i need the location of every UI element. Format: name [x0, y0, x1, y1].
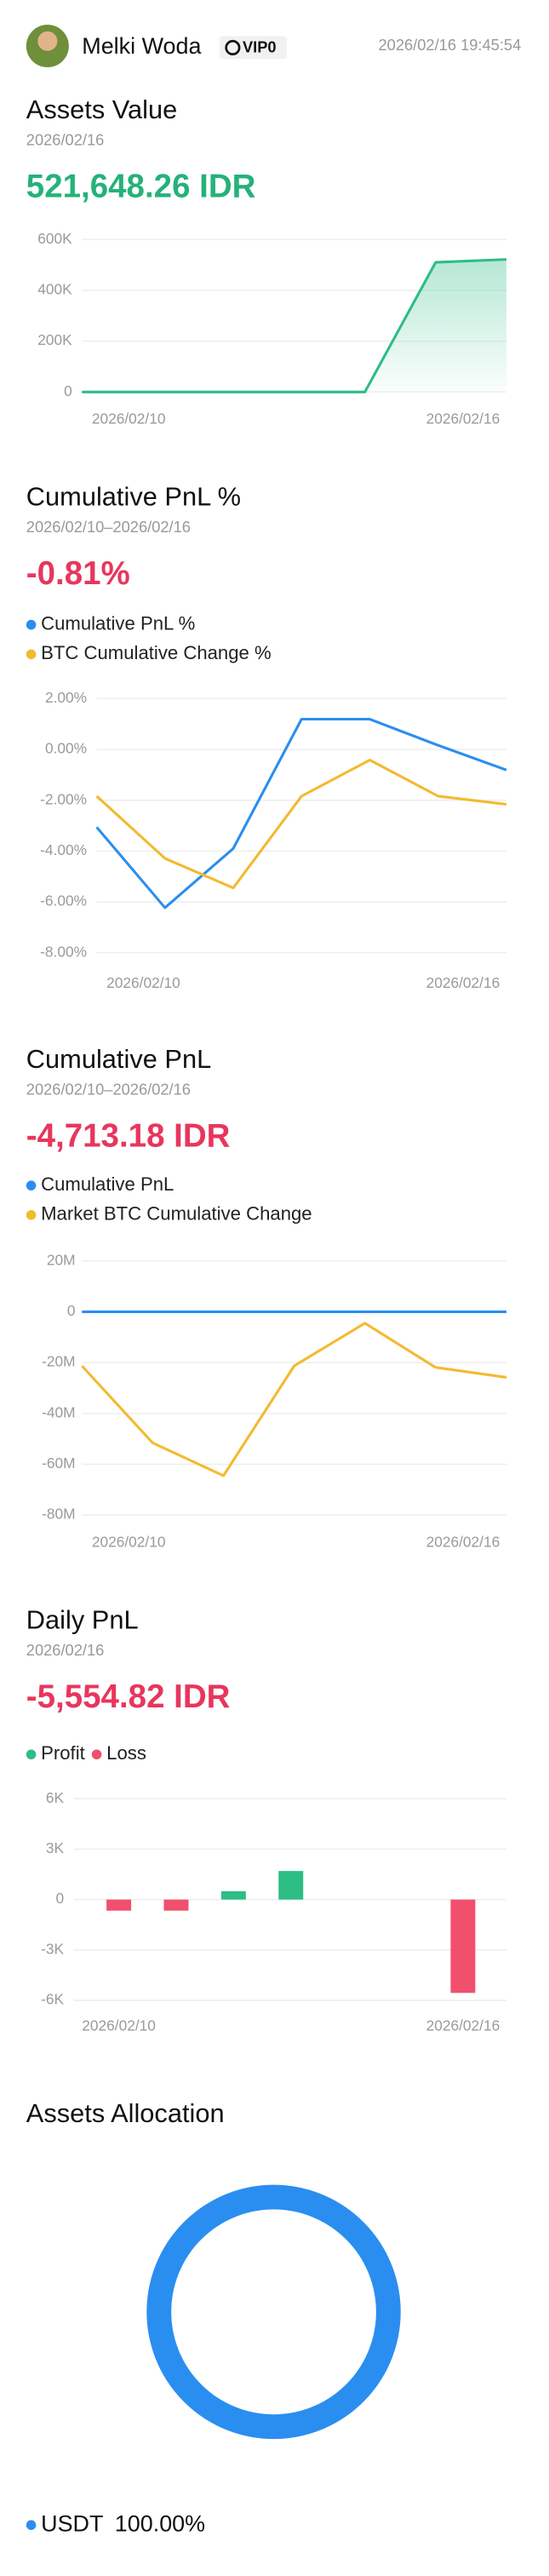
legend-dot: [26, 1180, 37, 1190]
chart-title: Cumulative PnL %: [26, 482, 241, 512]
legend-label: USDT: [41, 2510, 103, 2536]
series-line: [95, 717, 507, 909]
summary-value: 521,648.26 IDR: [26, 169, 256, 205]
chart-subtitle: 2026/02/16: [26, 131, 105, 149]
y-tick-label: 600K: [37, 230, 72, 247]
x-tick-label: 2026/02/10: [106, 974, 180, 991]
avatar-face: [37, 31, 58, 51]
timestamp: 2026/02/16 19:45:54: [379, 36, 522, 54]
chart-subtitle: 2026/02/10–2026/02/16: [26, 518, 191, 536]
y-tick-label: 200K: [37, 331, 72, 348]
bar: [278, 1871, 304, 1900]
series-line: [95, 759, 507, 890]
y-tick-label: -8.00%: [40, 943, 87, 960]
y-tick-label: 0: [64, 382, 72, 399]
y-tick-label: 0.00%: [45, 740, 87, 757]
legend-label: Market BTC Cumulative Change: [41, 1203, 312, 1225]
chart-title: Assets Allocation: [26, 2098, 225, 2128]
donut-segment: [146, 2184, 401, 2440]
y-tick-label: -20M: [42, 1353, 75, 1370]
y-tick-label: -80M: [42, 1506, 75, 1523]
chart-section: Assets Value 2026/02/16 521,648.26 IDR 0 200…: [26, 95, 507, 427]
y-tick-label: 20M: [47, 1251, 76, 1268]
chart-title: Assets Value: [26, 95, 177, 124]
legend-label: Cumulative PnL: [41, 1173, 174, 1195]
x-tick-label: 2026/02/16: [426, 2017, 500, 2034]
legend-label: BTC Cumulative Change %: [41, 642, 272, 663]
legend-dot: [26, 1210, 37, 1220]
y-tick-label: 3K: [46, 1839, 65, 1856]
user-name: Melki Woda: [82, 33, 201, 59]
y-tick-label: -60M: [42, 1454, 75, 1472]
bar: [106, 1899, 132, 1911]
summary-value: -5,554.82 IDR: [26, 1678, 231, 1715]
y-tick-label: 400K: [37, 280, 72, 297]
legend-value: 100.00%: [115, 2510, 205, 2536]
y-tick-label: 0: [67, 1302, 76, 1319]
legend-dot: [26, 2520, 37, 2530]
y-tick-label: 0: [55, 1890, 64, 1907]
area-fill: [82, 259, 506, 393]
y-tick-label: -6K: [41, 1991, 64, 2008]
chart-section: Daily PnL 2026/02/16 -5,554.82 IDR -6K -3K 0 3…: [26, 1604, 506, 2034]
x-tick-label: 2026/02/10: [92, 410, 166, 427]
legend-dot: [26, 619, 37, 630]
chart-title: Cumulative PnL: [26, 1044, 211, 1074]
area-line: [82, 258, 507, 393]
x-tick-label: 2026/02/10: [82, 2017, 156, 2034]
y-tick-label: 2.00%: [45, 689, 87, 706]
legend-label: Loss: [106, 1742, 146, 1764]
vip-text: VIP0: [243, 38, 277, 56]
y-tick-label: -3K: [41, 1940, 64, 1957]
chart-section: Cumulative PnL 2026/02/10–2026/02/16 -4,71…: [26, 1044, 507, 1550]
legend-dot: [26, 1749, 37, 1760]
y-tick-label: -6.00%: [40, 892, 87, 909]
bar: [163, 1899, 189, 1911]
legend-dot: [91, 1749, 102, 1760]
x-tick-label: 2026/02/16: [426, 974, 500, 991]
x-tick-label: 2026/02/16: [426, 410, 500, 427]
vip-icon: [225, 39, 241, 56]
y-tick-label: -40M: [42, 1403, 75, 1420]
y-tick-label: -2.00%: [40, 790, 87, 807]
legend-label: Cumulative PnL %: [41, 613, 195, 634]
bar: [220, 1890, 246, 1900]
x-tick-label: 2026/02/10: [92, 1533, 166, 1550]
chart-title: Daily PnL: [26, 1604, 139, 1634]
chart-section: Assets Allocation USDT 100.00%: [26, 2098, 401, 2536]
summary-value: -0.81%: [26, 555, 130, 592]
chart-section: Cumulative PnL % 2026/02/10–2026/02/16 -0.…: [26, 482, 507, 991]
chart-subtitle: 2026/02/10–2026/02/16: [26, 1080, 191, 1098]
summary-value: -4,713.18 IDR: [26, 1118, 231, 1155]
legend-dot: [26, 649, 37, 660]
header: Melki Woda VIP0 2026/02/16 19:45:54: [26, 25, 522, 68]
series-line: [81, 1322, 507, 1477]
legend-label: Profit: [41, 1742, 85, 1764]
y-tick-label: 6K: [46, 1789, 65, 1806]
chart-subtitle: 2026/02/16: [26, 1641, 105, 1659]
bar: [450, 1899, 476, 1994]
x-tick-label: 2026/02/16: [426, 1533, 500, 1550]
y-tick-label: -4.00%: [40, 841, 87, 858]
